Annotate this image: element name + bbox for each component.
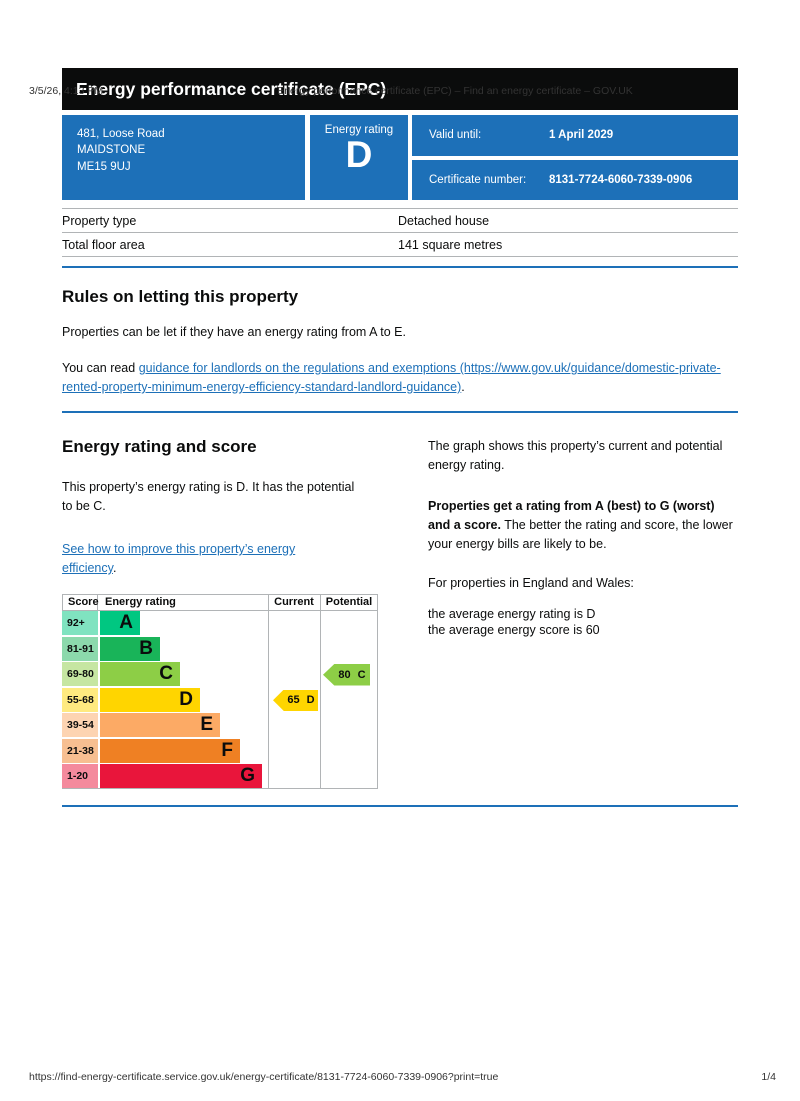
- average-rating-line: the average energy rating is D: [428, 607, 596, 621]
- band-score-range: 92+: [62, 611, 98, 635]
- rating-explainer-bold: Properties get a rating from A (best) to…: [428, 499, 715, 532]
- letting-rules-heading: Rules on letting this property: [62, 287, 299, 306]
- chart-header-energy-rating: Energy rating: [105, 596, 176, 608]
- energy-rating-box: Energy rating D: [310, 115, 408, 200]
- england-wales-intro: For properties in England and Wales:: [428, 576, 634, 590]
- epc-band-row-b: 81-91 B: [62, 636, 378, 663]
- band-score-range: 55-68: [62, 687, 98, 712]
- potential-band: C: [357, 668, 366, 681]
- band-bar: F: [100, 738, 240, 763]
- property-type-value: Detached house: [398, 208, 738, 233]
- band-bar: G: [100, 764, 262, 788]
- epc-band-row-c: 69-80 C: [62, 662, 378, 688]
- current-rating-marker: 65 D: [273, 689, 318, 711]
- potential-column: [320, 595, 378, 788]
- band-letter: E: [200, 714, 213, 735]
- band-letter: B: [139, 637, 153, 659]
- band-letter: C: [159, 663, 173, 684]
- address-line-2: MAIDSTONE: [77, 144, 146, 157]
- band-bar: C: [100, 662, 180, 686]
- current-band: D: [306, 694, 315, 707]
- rating-section-right-column: The graph shows this property’s current …: [428, 437, 738, 789]
- band-score-range: 81-91: [62, 636, 98, 661]
- certificate-number-box: Certificate number: 8131-7724-6060-7339-…: [412, 159, 738, 200]
- energy-rating-label: Energy rating: [324, 124, 394, 136]
- guidance-prefix-text: You can read: [62, 361, 139, 375]
- current-column: [268, 595, 320, 788]
- band-bar: B: [100, 636, 160, 661]
- band-letter: A: [119, 612, 133, 633]
- letting-rules-paragraph: Properties can be let if they have an en…: [62, 325, 406, 339]
- print-footer-url: https://find-energy-certificate.service.…: [29, 1071, 499, 1083]
- potential-score: 80: [338, 668, 351, 681]
- band-bar: E: [100, 713, 220, 737]
- floor-area-label: Total floor area: [62, 232, 398, 257]
- rating-section-left-column: Energy rating and score This property’s …: [62, 437, 394, 789]
- chart-header-potential: Potential: [325, 596, 373, 608]
- band-score-range: 21-38: [62, 738, 98, 763]
- band-score-range: 39-54: [62, 713, 98, 737]
- rating-section-heading: Energy rating and score: [62, 437, 257, 456]
- current-score: 65: [287, 694, 300, 707]
- chart-header-row: Score Energy rating Current Potential: [62, 595, 378, 611]
- epc-banner-title: Energy performance certificate (EPC): [76, 78, 387, 99]
- band-letter: D: [179, 688, 193, 710]
- valid-until-value: 1 April 2029: [549, 129, 614, 142]
- property-table: Property type Detached house Total floor…: [62, 208, 738, 257]
- graph-intro-paragraph: The graph shows this property’s current …: [428, 439, 723, 472]
- valid-until-label: Valid until:: [429, 129, 482, 142]
- potential-rating-marker: 80 C: [323, 664, 370, 686]
- epc-band-row-a: 92+ A: [62, 611, 378, 637]
- rating-explainer-rest: The better the rating and score, the low…: [428, 518, 733, 551]
- epc-rating-chart: Score Energy rating Current Potential 92…: [62, 594, 378, 789]
- epc-banner: Energy performance certificate (EPC): [62, 68, 738, 110]
- epc-band-row-g: 1-20 G: [62, 764, 378, 790]
- valid-until-box: Valid until: 1 April 2029: [412, 115, 738, 156]
- chart-header-current: Current: [274, 596, 314, 608]
- certificate-info-boxes: Valid until: 1 April 2029 Certificate nu…: [412, 115, 738, 200]
- band-score-range: 69-80: [62, 662, 98, 686]
- address-line-1: 481, Loose Road: [77, 128, 165, 140]
- band-bar: A: [100, 611, 140, 635]
- chart-header-score: Score: [62, 595, 99, 610]
- energy-rating-value: D: [345, 134, 373, 175]
- improve-link-suffix: .: [112, 561, 117, 575]
- epc-band-row-f: 21-38 F: [62, 738, 378, 765]
- average-lines: the average energy rating is D the averag…: [428, 606, 738, 638]
- section-divider: [62, 805, 738, 807]
- table-row: Property type Detached house: [62, 208, 738, 233]
- address-line-3: ME15 9UJ: [77, 160, 131, 173]
- section-divider: [62, 411, 738, 413]
- band-letter: F: [221, 739, 233, 761]
- property-type-label: Property type: [62, 208, 398, 233]
- address-box: 481, Loose Road MAIDSTONE ME15 9UJ: [62, 115, 305, 200]
- section-divider: [62, 266, 738, 268]
- page-content: Energy performance certificate (EPC) 481…: [62, 68, 738, 807]
- rating-explainer-paragraph: Properties get a rating from A (best) to…: [428, 497, 738, 554]
- improve-efficiency-link[interactable]: See how to improve this property’s energ…: [62, 542, 296, 575]
- print-header-title: Energy performance certificate (EPC) – F…: [277, 85, 633, 97]
- print-footer-page-number: 1/4: [761, 1071, 776, 1083]
- certificate-number-label: Certificate number:: [429, 173, 527, 186]
- band-bar: D: [100, 687, 200, 712]
- table-row: Total floor area 141 square metres: [62, 232, 738, 257]
- guidance-suffix-text: .: [461, 380, 465, 394]
- band-letter: G: [240, 765, 255, 786]
- letting-guidance-paragraph: You can read guidance for landlords on t…: [62, 359, 738, 397]
- rating-section: Energy rating and score This property’s …: [62, 437, 738, 789]
- band-score-range: 1-20: [62, 764, 98, 788]
- floor-area-value: 141 square metres: [398, 232, 738, 257]
- average-score-line: the average energy score is 60: [428, 623, 600, 637]
- print-header-datetime: 3/5/26, 4:13 PM: [29, 85, 104, 97]
- epc-band-row-d: 55-68 D: [62, 687, 378, 714]
- certificate-number-value: 8131-7724-6060-7339-0906: [549, 173, 693, 186]
- epc-band-row-e: 39-54 E: [62, 713, 378, 739]
- rating-lead-paragraph: This property’s energy rating is D. It h…: [62, 480, 355, 513]
- certificate-summary: 481, Loose Road MAIDSTONE ME15 9UJ Energ…: [62, 115, 738, 200]
- landlord-guidance-link[interactable]: guidance for landlords on the regulation…: [62, 361, 721, 394]
